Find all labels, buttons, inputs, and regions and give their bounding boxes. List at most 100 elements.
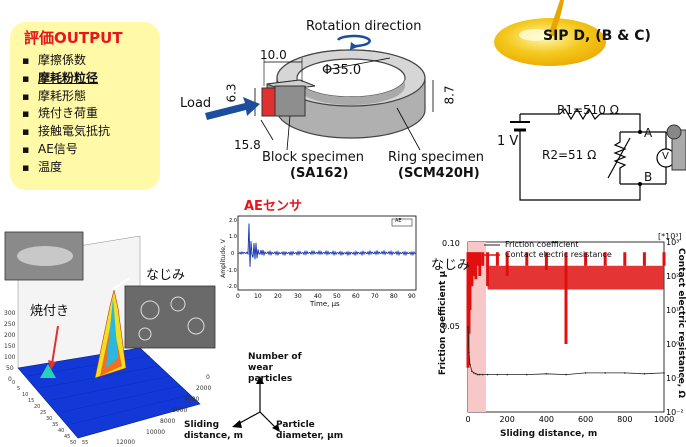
block-leader bbox=[286, 115, 291, 151]
ring-leader bbox=[396, 107, 421, 151]
friction-point bbox=[468, 351, 470, 354]
load-arrow bbox=[205, 97, 260, 120]
friction-resistance-chart: 0 200 400 600 800 1000 0.10 0.05 10³ 10²… bbox=[442, 238, 684, 424]
right-tick: 10⁰ bbox=[666, 340, 679, 349]
sem-particle bbox=[140, 300, 160, 320]
friction-point bbox=[467, 326, 469, 328]
test-device-roller bbox=[666, 124, 682, 140]
voltage-label: 1 V bbox=[497, 134, 519, 149]
chart-xlabel: Sliding distance, m bbox=[500, 429, 598, 439]
size-tick: 55 bbox=[82, 440, 88, 446]
ae-sensor-title: AEセンサ bbox=[244, 199, 302, 214]
size-tick: 45 bbox=[64, 434, 70, 440]
seizure-arrow-head bbox=[48, 360, 56, 370]
load-label: Load bbox=[180, 96, 212, 111]
left-tick: 0.10 bbox=[442, 239, 460, 248]
evaluation-item: 温度 bbox=[22, 159, 110, 177]
z-tick: 50 bbox=[6, 365, 14, 372]
block-front-face bbox=[261, 87, 276, 117]
axis-right-head bbox=[272, 424, 280, 432]
dist-tick: 2000 bbox=[196, 385, 211, 392]
right-tick: 10² bbox=[666, 272, 679, 281]
r2-variable-arrow bbox=[607, 137, 631, 179]
axis-left bbox=[237, 411, 261, 425]
dist-tick: 10000 bbox=[146, 429, 165, 436]
axis-up-head bbox=[256, 376, 264, 384]
ae-ytick: -1.0 bbox=[227, 268, 237, 274]
sem-image-seizure-feature bbox=[17, 246, 73, 266]
x-tick: 600 bbox=[578, 415, 593, 424]
ae-tag-box bbox=[391, 218, 413, 227]
axes-legend bbox=[232, 376, 280, 432]
sem-image-runin bbox=[124, 285, 216, 349]
z-tick: 200 bbox=[4, 332, 16, 339]
ae-xtick: 70 bbox=[371, 293, 379, 300]
friction-point bbox=[643, 372, 646, 375]
z-tick: 250 bbox=[4, 321, 16, 328]
node-a-label: A bbox=[644, 126, 653, 140]
plot3d-grid bbox=[27, 355, 191, 425]
ae-xtick: 0 bbox=[236, 293, 240, 300]
friction-point bbox=[565, 373, 567, 376]
plot3d-distance-ticks: 12000 10000 8000 6000 4000 2000 0 bbox=[116, 374, 211, 446]
size-tick: 0 bbox=[12, 380, 15, 386]
axis-left-label: Sliding distance, m bbox=[184, 420, 244, 441]
dim-line-ring-diameter bbox=[324, 57, 391, 71]
ae-signal-plot: 0 10 20 30 40 50 60 70 80 90 2.0 1.0 0 -… bbox=[227, 215, 417, 300]
dim-block-height: 6.3 bbox=[224, 83, 239, 103]
node-b-label: B bbox=[644, 170, 653, 184]
chart-ylabel-right: Contact electric resistance, Ω bbox=[676, 247, 686, 399]
legend-friction-label: Friction coefficient bbox=[505, 240, 579, 249]
sem-particle bbox=[138, 327, 152, 341]
ae-xtick: 80 bbox=[390, 293, 398, 300]
friction-point bbox=[604, 372, 606, 374]
resistance-series bbox=[466, 252, 666, 368]
sip-title: SIP D, (B & C) bbox=[543, 28, 651, 44]
legend-resistance-label: Contact electric resistance bbox=[505, 250, 612, 259]
voltmeter-label: V bbox=[662, 151, 669, 162]
dim-line-block-width bbox=[260, 119, 274, 141]
x-tick: 1000 bbox=[654, 415, 674, 424]
x-tick: 800 bbox=[617, 415, 632, 424]
oil-highlight bbox=[519, 29, 551, 41]
dim-ring-width: 8.7 bbox=[442, 85, 457, 105]
ae-tag: AE bbox=[395, 218, 402, 224]
size-tick: 30 bbox=[46, 416, 52, 422]
runin-arrow bbox=[111, 277, 131, 291]
sem-particle bbox=[170, 296, 186, 312]
ae-xtick: 10 bbox=[254, 293, 262, 300]
r2-label: R2=51 Ω bbox=[542, 148, 597, 162]
friction-point bbox=[478, 373, 481, 376]
chart-ylabel-left: Friction coefficient μ bbox=[438, 270, 449, 376]
rotation-label: Rotation direction bbox=[306, 19, 422, 34]
ae-ytick: 2.0 bbox=[229, 218, 237, 224]
x-tick: 0 bbox=[465, 415, 470, 424]
z-tick: 150 bbox=[4, 343, 16, 350]
ae-ytick: 1.0 bbox=[229, 234, 237, 240]
friction-point bbox=[663, 372, 665, 374]
chart-right-ticks: 10³ 10² 10¹ 10⁰ 10⁻¹ 10⁻² bbox=[666, 238, 684, 417]
left-tick: 0.05 bbox=[442, 322, 460, 331]
z-tick: 100 bbox=[4, 354, 16, 361]
ae-y-ticks: 2.0 1.0 0 -1.0 -2.0 bbox=[227, 218, 237, 290]
ae-xtick: 50 bbox=[333, 293, 341, 300]
size-tick: 10 bbox=[22, 392, 28, 398]
right-tick: 10³ bbox=[666, 238, 679, 247]
rotation-arrow-head bbox=[350, 42, 358, 50]
block-material: (SA162) bbox=[290, 166, 349, 181]
node-b-dot bbox=[638, 182, 642, 186]
plot3d-runin-label: なじみ bbox=[146, 268, 186, 283]
friction-point bbox=[481, 373, 484, 376]
plot3d-seizure-ridge bbox=[40, 364, 56, 378]
size-tick: 15 bbox=[28, 398, 34, 404]
friction-point bbox=[584, 372, 587, 374]
ae-ytick: 0 bbox=[231, 251, 234, 257]
chart-runin-label: なじみ bbox=[431, 258, 471, 273]
friction-point bbox=[469, 363, 471, 366]
right-tick: 10⁻² bbox=[666, 408, 684, 417]
dim-ring-diameter: Φ35.0 bbox=[322, 63, 362, 78]
ae-ytick: -2.0 bbox=[227, 284, 237, 290]
ring-material: (SCM420H) bbox=[398, 166, 480, 181]
evaluation-title: 評価OUTPUT bbox=[24, 29, 123, 47]
oil-pool bbox=[494, 18, 606, 66]
